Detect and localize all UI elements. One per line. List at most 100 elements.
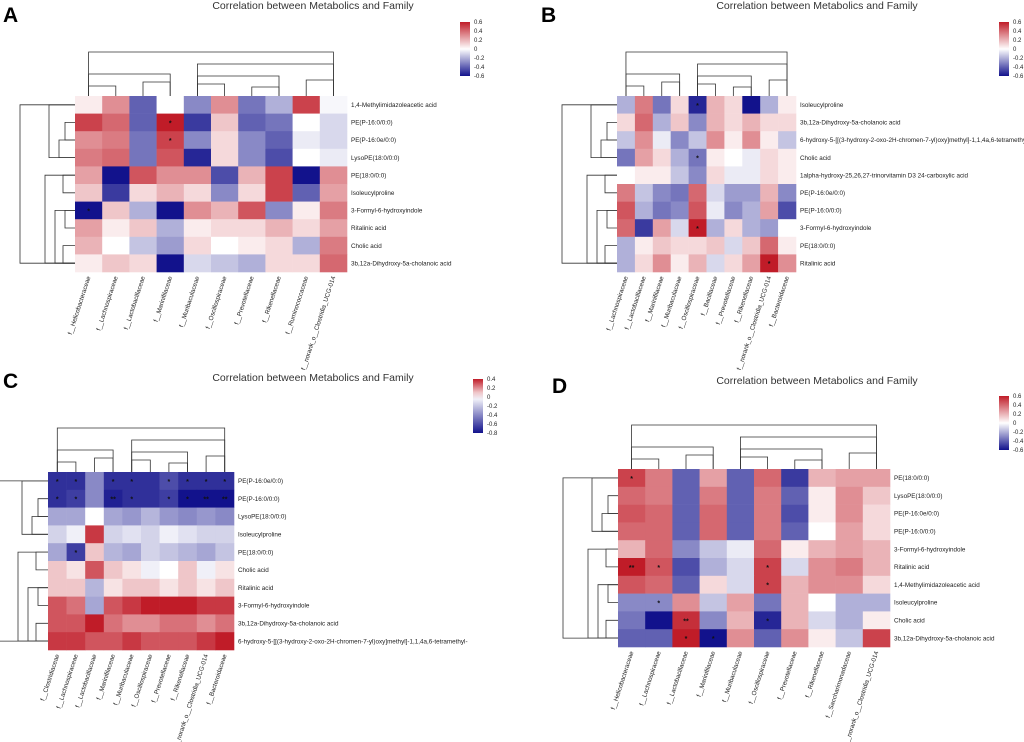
heatmap-cell-r4-c3 bbox=[699, 540, 728, 559]
heatmap-cell-r2-c6 bbox=[238, 131, 266, 150]
heatmap-cell-r7-c5 bbox=[141, 596, 160, 615]
heatmap-cell-r3-c5 bbox=[706, 148, 725, 167]
chart-title: Correlation between Metabolics and Famil… bbox=[212, 372, 414, 384]
heatmap-cell-r9-c4 bbox=[183, 254, 212, 273]
heatmap-cell-r2-c9 bbox=[778, 131, 797, 150]
heatmap-cell-r9-c3 bbox=[699, 629, 728, 648]
heatmap-cell-r1-c2 bbox=[672, 486, 700, 505]
significance-mark: * bbox=[766, 565, 769, 572]
heatmap-cell-r3-c2 bbox=[672, 522, 700, 541]
heatmap-cell-r3-c1 bbox=[634, 148, 654, 167]
heatmap-cell-r7-c8 bbox=[196, 596, 216, 615]
heatmap-cell-r9-c9 bbox=[862, 629, 891, 648]
heatmap-cell-r0-c1 bbox=[645, 469, 673, 488]
heatmap-cell-r6-c1 bbox=[102, 201, 130, 220]
heatmap-cell-r8-c8 bbox=[835, 611, 864, 630]
colorbar-tick: -0.4 bbox=[474, 65, 485, 71]
row-label: PE(P-16:0e/0:0) bbox=[351, 137, 396, 144]
heatmap-cell-r3-c5 bbox=[754, 522, 782, 541]
heatmap-cell-r6-c0 bbox=[48, 578, 67, 597]
heatmap-cell-r6-c1 bbox=[634, 201, 654, 220]
heatmap-cell-r2-c6 bbox=[724, 131, 743, 150]
heatmap-cell-r6-c5 bbox=[754, 575, 782, 594]
column-dendrogram bbox=[625, 51, 788, 96]
significance-mark: ** bbox=[629, 565, 635, 572]
column-dendrogram bbox=[56, 427, 226, 472]
heatmap-cell-r1-c3 bbox=[103, 489, 123, 508]
heatmap-cell-r6-c1 bbox=[645, 575, 673, 594]
row-label: PE(18:0/0:0) bbox=[800, 243, 835, 250]
column-label: f__Prevotellaceae bbox=[776, 650, 798, 701]
heatmap-cell-r0-c1 bbox=[66, 472, 86, 491]
colorbar-tick: 0 bbox=[487, 395, 491, 401]
row-label: 6-hydroxy-5-[[(3-hydroxy-2-oxo-2H-chrome… bbox=[238, 638, 468, 645]
heatmap-panel-a: A Correlation between Metabolics and Fami… bbox=[0, 0, 512, 371]
heatmap-cell-r4-c7 bbox=[742, 166, 761, 185]
heatmap-cell-r8-c3 bbox=[103, 614, 123, 633]
heatmap-cell-r8-c6 bbox=[238, 236, 266, 255]
heatmap-cell-r5-c9 bbox=[778, 184, 797, 202]
row-label: 3b,12a-Dihydroxy-5a-cholanoic acid bbox=[894, 635, 995, 642]
heatmap-cell-r0-c6 bbox=[724, 96, 743, 114]
heatmap-cell-r8-c7 bbox=[808, 611, 836, 630]
column-label: f__Bacteroidaceae bbox=[206, 653, 229, 706]
heatmap-cell-r3-c5 bbox=[211, 148, 239, 167]
heatmap-panel-c: C Correlation between Metabolics and Fami… bbox=[0, 371, 512, 742]
colorbar-tick: -0.6 bbox=[1013, 74, 1024, 80]
heatmap-cell-r9-c8 bbox=[196, 632, 216, 651]
panel-label: D bbox=[552, 375, 567, 398]
heatmap-cell-r7-c9 bbox=[862, 593, 891, 612]
heatmap-cell-r9-c0 bbox=[75, 254, 103, 273]
significance-mark: * bbox=[712, 636, 715, 643]
heatmap-cell-r8-c7 bbox=[178, 614, 198, 633]
heatmap-cell-r9-c8 bbox=[760, 254, 779, 273]
heatmap-cell-r4-c7 bbox=[808, 540, 836, 559]
colorbar-tick: 0.6 bbox=[1013, 394, 1022, 400]
colorbar-tick: -0.2 bbox=[474, 56, 485, 62]
colorbar-tick: 0.2 bbox=[487, 386, 496, 392]
heatmap-cell-r6-c8 bbox=[760, 201, 779, 220]
column-label: f__Lachnospiraceae bbox=[639, 650, 663, 707]
column-label: f__Prevotellaceae bbox=[233, 275, 255, 326]
heatmap-cell-r4-c1 bbox=[66, 543, 86, 562]
color-legend: 0.6 0.4 0.2 0 -0.2 -0.4 -0.6 bbox=[460, 20, 485, 80]
heatmap-cell-r2-c4 bbox=[122, 507, 142, 526]
heatmap-cell-r9-c9 bbox=[215, 632, 235, 651]
heatmap-cell-r4-c2 bbox=[129, 166, 157, 185]
heatmap-cell-r4-c6 bbox=[781, 540, 809, 559]
heatmap-cell-r5-c1 bbox=[634, 184, 654, 202]
heatmap-cell-r0-c9 bbox=[215, 472, 235, 491]
heatmap-cell-r7-c7 bbox=[178, 596, 198, 615]
heatmap-cell-r4-c9 bbox=[778, 166, 797, 185]
heatmap-cell-r4-c4 bbox=[183, 166, 212, 185]
heatmap-cell-r5-c4 bbox=[122, 561, 142, 580]
heatmap-cell-r7-c6 bbox=[724, 219, 743, 238]
heatmap-cell-r5-c8 bbox=[292, 184, 321, 202]
heatmap-cell-r1-c7 bbox=[178, 489, 198, 508]
heatmap-cell-r9-c1 bbox=[634, 254, 654, 273]
colorbar-tick: 0 bbox=[1013, 421, 1017, 427]
column-label: f__Marinifilaceae bbox=[153, 275, 175, 323]
colorbar bbox=[473, 379, 483, 433]
heatmap-cell-r4-c9 bbox=[319, 166, 348, 185]
heatmap-cell-r5-c2 bbox=[129, 184, 157, 202]
heatmap-cell-r5-c2 bbox=[672, 558, 700, 577]
colorbar-tick: 0.4 bbox=[1013, 29, 1022, 35]
heatmap-cell-r4-c7 bbox=[265, 166, 293, 185]
row-label: PE(P-16:0e/0:0) bbox=[800, 190, 845, 197]
heatmap-cell-r4-c8 bbox=[196, 543, 216, 562]
heatmap-cell-r8-c9 bbox=[215, 614, 235, 633]
heatmap-cell-r1-c2 bbox=[85, 489, 105, 508]
heatmap-cell-r1-c5 bbox=[706, 113, 725, 132]
column-label: f__Lachnospiraceae bbox=[96, 275, 120, 332]
heatmap-cell-r7-c2 bbox=[85, 596, 105, 615]
heatmap-cell-r7-c8 bbox=[835, 593, 864, 612]
heatmap-cell-r0-c6 bbox=[159, 472, 179, 491]
heatmap-cell-r1-c2 bbox=[652, 113, 671, 132]
heatmap-cell-r3-c7 bbox=[265, 148, 293, 167]
heatmap-cell-r2-c2 bbox=[85, 507, 105, 526]
column-label: f__Helicobacteraceae bbox=[610, 650, 636, 711]
heatmap-cell-r4-c1 bbox=[102, 166, 130, 185]
heatmap-cell-r8-c7 bbox=[265, 236, 293, 255]
heatmap-cell-r5-c3 bbox=[699, 558, 728, 577]
